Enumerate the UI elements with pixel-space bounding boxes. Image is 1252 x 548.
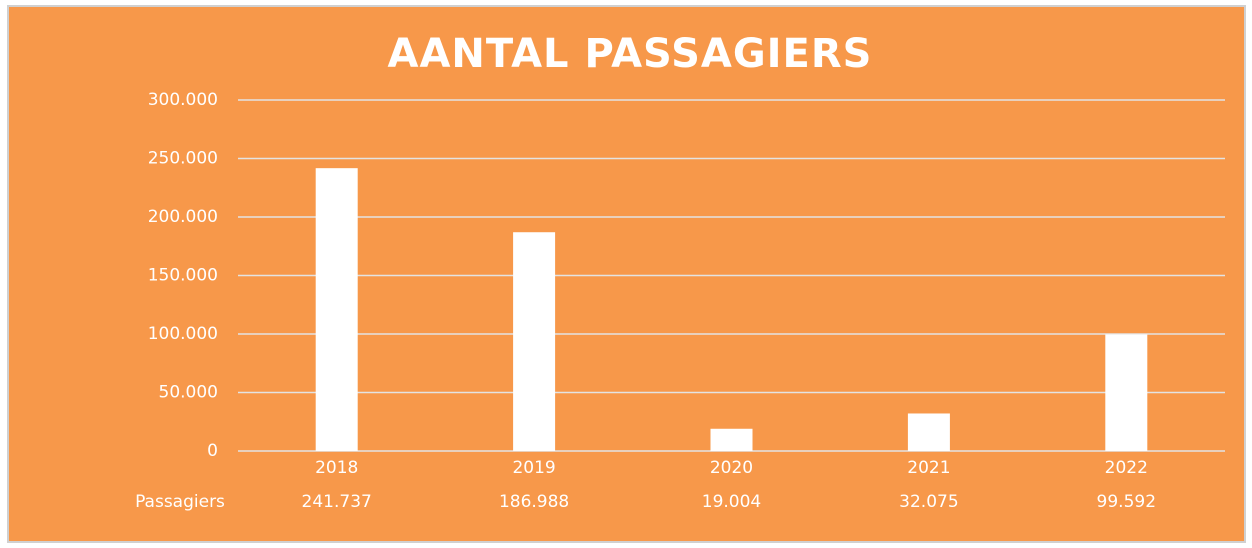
bar bbox=[710, 428, 753, 451]
x-tick-label: 2021 bbox=[907, 458, 950, 478]
bar bbox=[315, 168, 358, 451]
table-value: 241.737 bbox=[302, 492, 372, 512]
y-tick-label: 250.000 bbox=[148, 149, 218, 169]
chart-title: AANTAL PASSAGIERS bbox=[388, 31, 873, 77]
table-row-label: Passagiers bbox=[135, 492, 225, 512]
table-value: 32.075 bbox=[899, 492, 958, 512]
x-tick-label: 2018 bbox=[315, 458, 358, 478]
table-value: 19.004 bbox=[702, 492, 761, 512]
y-tick-label: 50.000 bbox=[159, 383, 218, 403]
y-tick-label: 150.000 bbox=[148, 266, 218, 286]
table-value: 99.592 bbox=[1097, 492, 1156, 512]
table-value: 186.988 bbox=[499, 492, 569, 512]
y-tick-label: 100.000 bbox=[148, 324, 218, 344]
bar bbox=[513, 232, 556, 451]
y-tick-label: 0 bbox=[207, 441, 218, 461]
bar bbox=[1105, 334, 1148, 451]
chart-background bbox=[7, 5, 1246, 543]
bar bbox=[907, 413, 950, 451]
x-tick-label: 2020 bbox=[710, 458, 753, 478]
x-tick-label: 2022 bbox=[1105, 458, 1148, 478]
x-tick-label: 2019 bbox=[512, 458, 555, 478]
y-tick-label: 200.000 bbox=[148, 207, 218, 227]
y-tick-label: 300.000 bbox=[148, 90, 218, 110]
